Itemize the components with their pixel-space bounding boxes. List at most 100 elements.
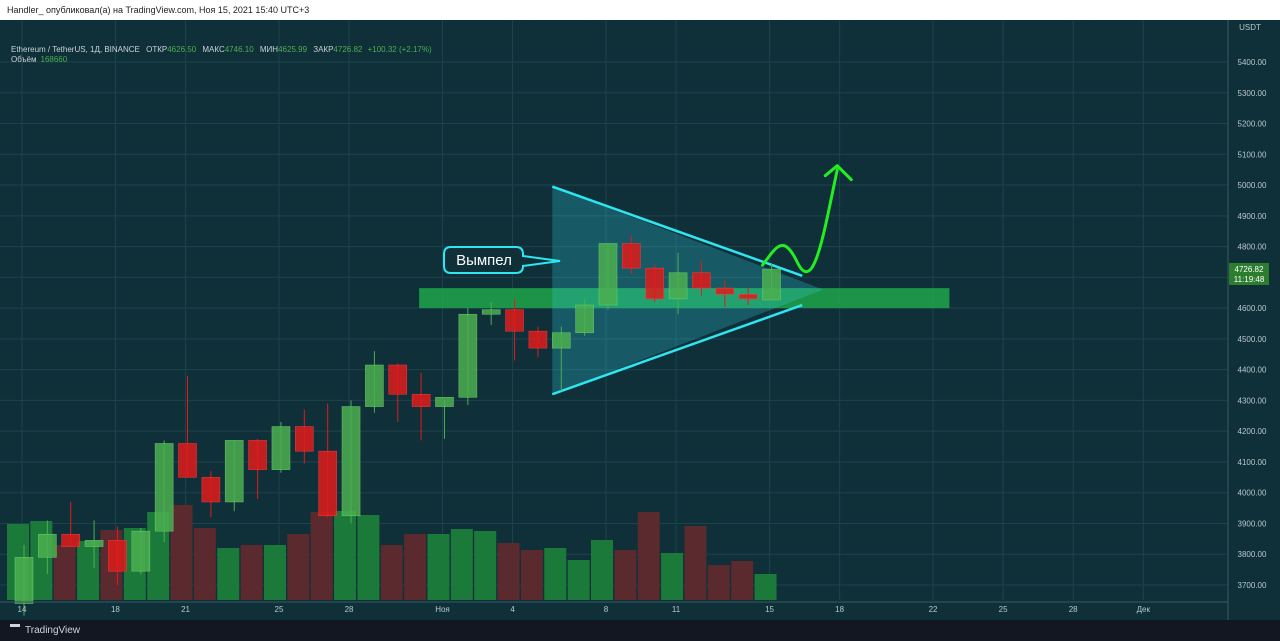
candle-up — [131, 530, 151, 572]
candles — [14, 235, 781, 616]
candle-up — [365, 364, 384, 407]
projection-arrow-layer — [761, 164, 853, 274]
x-tick-label: 25 — [275, 605, 284, 614]
y-tick-label: 4900.00 — [1238, 212, 1267, 221]
volume-bar — [637, 512, 660, 600]
volume-bar — [591, 540, 613, 600]
volume-bar — [544, 548, 567, 600]
volume-bar — [731, 561, 754, 600]
candle-up — [84, 540, 104, 547]
currency-label: USDT — [1239, 23, 1261, 32]
candle-up — [598, 243, 618, 306]
x-tick-label: 4 — [510, 605, 515, 614]
volume-bar — [427, 534, 450, 600]
candle-down — [201, 477, 221, 503]
candle-down — [388, 364, 408, 395]
tradingview-logo-icon — [10, 624, 20, 634]
candle-up — [458, 313, 478, 398]
callout-bubble — [443, 246, 561, 274]
candle-down — [318, 450, 337, 517]
volume-value: 168660 — [40, 55, 68, 64]
footer-bar: TradingView — [0, 620, 1280, 641]
candle-up — [224, 440, 244, 503]
low-value: 4625.99 — [278, 45, 308, 54]
volume-bar — [661, 553, 684, 600]
candle-up — [341, 406, 361, 517]
y-tick-label: 4300.00 — [1238, 396, 1267, 405]
volume-bar — [357, 515, 380, 600]
candle-up — [668, 272, 688, 300]
x-tick-label: 28 — [345, 605, 354, 614]
volume-bar — [30, 521, 53, 600]
candle-down — [61, 533, 81, 547]
last-price-tag: 4726.82 11:19:48 — [1229, 263, 1269, 285]
volume-bar — [404, 534, 427, 600]
y-tick-label: 4600.00 — [1238, 304, 1267, 313]
x-tick-label: 21 — [181, 605, 190, 614]
x-tick-label: 22 — [929, 605, 938, 614]
candle-down — [738, 293, 758, 300]
footer-brand: TradingView — [25, 625, 81, 636]
candle-down — [178, 443, 197, 478]
volume-label: Объём — [11, 55, 37, 64]
y-tick-label: 3800.00 — [1238, 550, 1267, 559]
candle-up — [481, 309, 501, 315]
volume-bar — [707, 565, 730, 600]
low-label: МИН — [259, 45, 279, 54]
y-tick-label: 5200.00 — [1238, 120, 1267, 129]
candle-up — [762, 268, 781, 301]
candle-up — [154, 443, 174, 532]
volume-bar — [520, 550, 543, 600]
pennant-callout: Вымпел — [443, 246, 561, 274]
candle-down — [505, 309, 524, 332]
x-tick-label: 15 — [765, 605, 774, 614]
axes: 3700.00 3800.00 3900.00 4000.00 4100.00 4200.… — [0, 20, 1267, 620]
high-value: 4746.10 — [224, 45, 254, 54]
volume-bar — [567, 560, 590, 600]
candle-up — [14, 557, 34, 604]
x-tick-label: 18 — [111, 605, 120, 614]
x-tick-label: 11 — [672, 605, 681, 614]
volume-bar — [684, 526, 707, 600]
volume-bar — [77, 541, 100, 600]
volume-bar — [240, 545, 263, 600]
candle-up — [551, 332, 571, 349]
candle-down — [295, 426, 314, 452]
y-tick-label: 4000.00 — [1238, 489, 1267, 498]
candle-up — [435, 397, 454, 407]
volume-bar — [474, 531, 497, 600]
x-tick-label: 18 — [835, 605, 844, 614]
y-tick-label: 5100.00 — [1238, 150, 1267, 159]
volume-bar — [217, 548, 240, 600]
candle-up — [38, 533, 57, 558]
x-tick-label: 25 — [999, 605, 1008, 614]
pennant-fill — [552, 186, 824, 395]
projection-arrow-head — [823, 164, 853, 182]
volume-bar — [497, 543, 520, 600]
candle-down — [411, 393, 431, 407]
chart-area[interactable]: 3700.00 3800.00 3900.00 4000.00 4100.00 4200.… — [0, 20, 1280, 620]
volume-bar — [287, 534, 310, 600]
candle-up — [271, 426, 291, 470]
candle-down — [622, 243, 641, 269]
x-tick-label: Дек — [1137, 605, 1151, 614]
price-chart[interactable]: 3700.00 3800.00 3900.00 4000.00 4100.00 4200.… — [0, 20, 1280, 620]
symbol-legend: Ethereum / TetherUS, 1Д, BINANCE ОТКР462… — [11, 44, 432, 55]
volume-bar — [53, 545, 76, 600]
publisher-header: Handler_ опубликовал(а) на TradingView.c… — [0, 0, 1280, 20]
last-price-value: 4726.82 — [1235, 265, 1264, 274]
x-tick-label: 14 — [18, 605, 27, 614]
x-tick-label: Ноя — [435, 605, 450, 614]
y-tick-label: 3700.00 — [1238, 581, 1267, 590]
volume-bar — [310, 512, 333, 600]
volume-bar — [334, 511, 357, 600]
high-label: МАКС — [202, 45, 225, 54]
y-tick-label: 4400.00 — [1238, 366, 1267, 375]
volume-bar — [754, 574, 777, 600]
y-tick-label: 4200.00 — [1238, 427, 1267, 436]
candle-down — [715, 287, 735, 295]
volume-legend: Объём 168660 — [11, 55, 67, 64]
symbol-title: Ethereum / TetherUS, 1Д, BINANCE — [11, 45, 140, 54]
y-tick-label: 5400.00 — [1238, 58, 1267, 67]
candle-up — [575, 304, 594, 334]
